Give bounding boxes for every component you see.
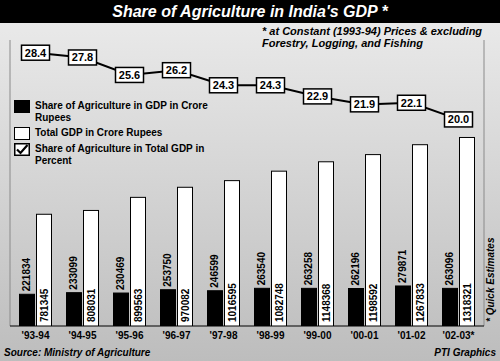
legend-label: Share of Agriculture in Total GDP in Per… <box>35 143 210 167</box>
bar <box>460 137 475 326</box>
category-label: '00-01 <box>351 330 379 341</box>
data-label: 22.1 <box>401 97 422 109</box>
category-label: '98-99 <box>257 330 285 341</box>
data-label: 781345 <box>39 288 50 322</box>
data-label: 21.9 <box>354 98 375 110</box>
title-bar <box>0 0 500 23</box>
marker <box>210 78 238 93</box>
data-label: 263096 <box>445 252 456 286</box>
marker <box>304 89 332 104</box>
marker <box>351 97 379 112</box>
marker <box>69 50 97 65</box>
bar <box>67 293 82 326</box>
bar <box>178 187 193 326</box>
bar <box>272 171 287 326</box>
data-label: 233099 <box>69 256 80 290</box>
bar <box>349 289 364 326</box>
data-label: 24.3 <box>260 79 281 91</box>
legend-item: Share of Agriculture in GDP in Crore Rup… <box>14 100 214 124</box>
data-label: 25.6 <box>119 69 140 81</box>
annotation: Source: Ministry of Agriculture <box>4 347 151 358</box>
legend-swatch <box>14 100 30 113</box>
marker <box>445 112 473 127</box>
bar <box>225 181 240 326</box>
legend-swatch <box>14 143 30 156</box>
data-label: 27.8 <box>72 51 93 63</box>
annotation: PTI Graphics <box>434 347 496 358</box>
category-label: '93-94 <box>22 330 50 341</box>
bar <box>413 145 428 326</box>
bar <box>37 214 52 326</box>
bar <box>319 162 334 326</box>
data-label: 1016595 <box>227 283 238 322</box>
data-label: 1318321 <box>462 283 473 322</box>
data-label: 263258 <box>304 252 315 286</box>
legend-label: Share of Agriculture in GDP in Crore Rup… <box>35 100 210 124</box>
legend-item: Total GDP in Crore Rupees <box>14 127 214 140</box>
bar <box>366 155 381 326</box>
marks <box>20 45 475 326</box>
category-label: '02-03* <box>443 330 475 341</box>
page: {"chart_data": { "type": "bar", "title":… <box>0 0 500 361</box>
data-label: 263540 <box>257 252 268 286</box>
data-label: 1267833 <box>415 283 426 322</box>
category-label: '01-02 <box>398 330 426 341</box>
data-label: 808031 <box>86 288 97 322</box>
data-label: 24.3 <box>213 79 234 91</box>
bar <box>84 210 99 326</box>
marker <box>257 78 285 93</box>
data-label: 253750 <box>163 253 174 287</box>
legend-item: Share of Agriculture in Total GDP in Per… <box>14 143 214 167</box>
category-label: '95-96 <box>116 330 144 341</box>
annotation: * Quick Estimates <box>485 237 496 322</box>
category-label: '97-98 <box>210 330 238 341</box>
data-label: 221834 <box>22 257 33 291</box>
bar <box>161 290 176 326</box>
data-label: 1082748 <box>274 283 285 322</box>
data-label: 246599 <box>210 254 221 288</box>
title: Share of Agriculture in India's GDP * <box>112 3 388 20</box>
legend: Share of Agriculture in GDP in Crore Rup… <box>14 100 214 170</box>
marker <box>116 67 144 82</box>
data-label: 22.9 <box>307 90 328 102</box>
bar <box>255 288 270 326</box>
bar <box>20 294 35 326</box>
bar <box>443 288 458 326</box>
marker <box>398 95 426 110</box>
chart: Share of Agriculture in India's GDP * 221… <box>0 0 500 361</box>
data-label: 26.2 <box>166 64 187 76</box>
data-label: 279871 <box>398 249 409 283</box>
data-label: 1148368 <box>321 283 332 322</box>
data-label: 20.0 <box>448 113 469 125</box>
data-label: 230469 <box>116 256 127 290</box>
category-label: '94-95 <box>69 330 97 341</box>
legend-check <box>17 145 28 153</box>
background <box>0 0 500 361</box>
subtitle: * at Constant (1993-94) Prices & excludi… <box>262 25 494 49</box>
data-label: 262196 <box>351 252 362 286</box>
legend-box <box>15 144 30 156</box>
bar <box>396 286 411 326</box>
bar <box>208 291 223 326</box>
legend-swatch <box>14 127 30 140</box>
bar <box>131 197 146 326</box>
data-label: 899563 <box>133 288 144 322</box>
data-label: 1198592 <box>368 283 379 322</box>
legend-label: Total GDP in Crore Rupees <box>35 127 210 139</box>
labels: 221834 233099 230469 253750 246599 263540 2632… <box>22 47 473 322</box>
bar <box>114 293 129 326</box>
data-label: 28.4 <box>25 47 47 59</box>
marker <box>163 63 191 78</box>
legend-box <box>15 128 30 140</box>
data-label: 970082 <box>180 288 191 322</box>
category-label: '96-97 <box>163 330 191 341</box>
y-axis-line <box>10 40 11 326</box>
legend-box <box>15 101 30 113</box>
category-label: '99-00 <box>304 330 332 341</box>
marker <box>22 45 50 60</box>
bar <box>302 288 317 326</box>
